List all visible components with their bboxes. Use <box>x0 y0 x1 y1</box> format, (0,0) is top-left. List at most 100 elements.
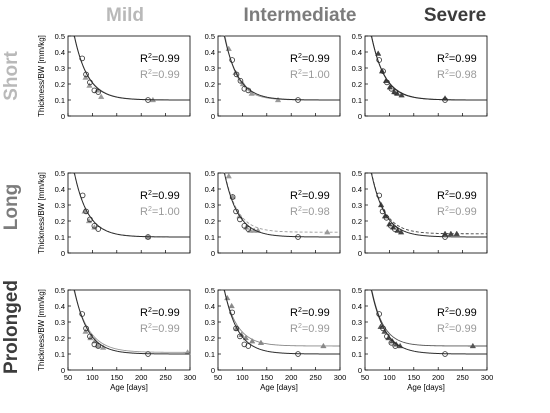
data-point-circle <box>229 309 235 316</box>
data-point-circle <box>91 223 98 229</box>
fit-curve-series-0 <box>370 289 487 355</box>
x-axis-label: Age [days] <box>407 383 445 392</box>
y-tick-label: 0.4 <box>352 48 362 57</box>
x-tick-label: 100 <box>383 373 396 382</box>
data-point-circle <box>391 226 398 232</box>
y-tick-label: 0 <box>358 112 362 121</box>
panel-2-0: 0 0.1 0.2 0.3 0.4 0.5 50 100 150 200 250 300 Thickne… <box>37 286 196 392</box>
fit-curve-series-0 <box>73 35 190 101</box>
x-tick-label: 250 <box>309 373 322 382</box>
y-tick-label: 0 <box>211 112 215 121</box>
panel-0-1: 0 0.1 0.2 0.3 0.4 0.5 R2=0.99 R2=1.00 <box>205 32 341 121</box>
y-tick-label: 0.3 <box>55 64 65 73</box>
panel-2-2: 0 0.1 0.2 0.3 0.4 0.5 50 100 150 200 250 300 Age [da… <box>352 286 494 392</box>
y-tick-label: 0.5 <box>205 32 215 41</box>
data-point-circle <box>379 208 386 215</box>
y-tick-label: 0 <box>358 249 362 258</box>
y-tick-label: 0.4 <box>205 48 215 57</box>
data-point-circle <box>376 311 382 317</box>
data-point-circle <box>376 192 382 199</box>
y-tick-label: 0.3 <box>205 201 215 210</box>
data-point-circle <box>237 216 243 223</box>
y-tick-label: 0.5 <box>352 286 362 295</box>
y-axis-label: Thickness/BW [mm/kg] <box>37 172 46 254</box>
x-tick-label: 300 <box>481 373 494 382</box>
data-point-circle <box>83 208 89 215</box>
x-tick-label: 150 <box>111 373 124 382</box>
x-tick-label: 50 <box>214 373 222 382</box>
y-tick-label: 0.1 <box>352 350 362 359</box>
data-point-triangle <box>324 229 331 235</box>
r2-label-series-0: R2=0.99 <box>140 307 180 319</box>
data-point-triangle <box>257 339 265 345</box>
y-tick-label: 0.2 <box>55 334 65 343</box>
data-point-circle <box>295 234 301 240</box>
y-tick-label: 0.3 <box>352 64 362 73</box>
r2-label-series-0: R2=0.99 <box>290 190 330 202</box>
data-point-circle <box>241 223 248 229</box>
data-point-circle <box>229 194 236 200</box>
panel-1-0: 0 0.1 0.2 0.3 0.4 0.5 Thickness/BW [mm/kg] R2=0… <box>37 169 191 258</box>
data-point-triangle <box>228 302 235 309</box>
r2-label-series-1: R2=0.98 <box>437 69 477 81</box>
x-tick-label: 200 <box>285 373 298 382</box>
data-point-circle <box>388 223 394 229</box>
fit-curve-series-0 <box>73 172 190 238</box>
y-tick-label: 0.2 <box>352 80 362 89</box>
r2-label-series-0: R2=0.99 <box>290 307 330 319</box>
r2-label-series-1: R2=0.98 <box>290 206 330 218</box>
axes-box <box>217 172 341 254</box>
fit-curve-series-1 <box>73 35 190 101</box>
axes-box <box>364 35 488 117</box>
data-point-circle <box>233 71 240 78</box>
y-tick-label: 0.3 <box>205 64 215 73</box>
y-tick-label: 0 <box>61 249 65 258</box>
r2-label-series-1: R2=0.99 <box>140 69 180 81</box>
x-tick-label: 250 <box>456 373 469 382</box>
fit-curve-series-1 <box>223 172 340 233</box>
fit-curve-series-0 <box>223 35 340 101</box>
y-tick-label: 0.1 <box>205 350 215 359</box>
x-axis-label: Age [days] <box>260 383 298 392</box>
x-tick-label: 50 <box>361 373 369 382</box>
data-point-triangle <box>469 342 476 349</box>
data-point-circle <box>95 343 102 349</box>
x-tick-label: 50 <box>64 373 72 382</box>
r2-label-series-1: R2=0.99 <box>140 323 180 335</box>
data-point-circle <box>442 97 448 103</box>
panel-2-1: 0 0.1 0.2 0.3 0.4 0.5 50 100 150 200 250 300 Age [da… <box>205 286 347 392</box>
panel-0-0: 0 0.1 0.2 0.3 0.4 0.5 Thickness/BW [mm/kg] R2=0… <box>37 32 191 121</box>
data-point-circle <box>95 89 102 95</box>
data-point-circle <box>380 325 386 332</box>
y-tick-label: 0.4 <box>205 302 215 311</box>
x-tick-label: 150 <box>408 373 421 382</box>
data-point-circle <box>79 55 85 62</box>
data-point-circle <box>229 57 235 63</box>
y-tick-label: 0.4 <box>55 185 65 194</box>
data-point-circle <box>442 234 448 240</box>
data-point-circle <box>380 68 386 74</box>
fit-curve-series-0 <box>223 172 340 238</box>
y-tick-label: 0.5 <box>55 286 65 295</box>
y-tick-label: 0.4 <box>205 185 215 194</box>
y-tick-label: 0.3 <box>352 201 362 210</box>
panel-1-2: 0 0.1 0.2 0.3 0.4 0.5 R2=0.99 R2=0.99 <box>352 169 488 258</box>
data-point-triangle <box>274 96 282 103</box>
y-tick-label: 0.2 <box>55 217 65 226</box>
y-tick-label: 0.4 <box>352 302 362 311</box>
data-point-circle <box>442 351 448 357</box>
fit-curve-series-1 <box>223 35 340 101</box>
column-title-severe: Severe <box>424 5 486 26</box>
data-point-triangle <box>320 342 327 349</box>
data-point-circle <box>392 343 399 349</box>
data-point-circle <box>233 325 239 332</box>
column-title-mild: Mild <box>106 5 144 26</box>
y-tick-label: 0 <box>211 366 215 375</box>
y-axis-label: Thickness/BW [mm/kg] <box>37 289 46 371</box>
fit-curve-series-1 <box>370 172 487 235</box>
y-tick-label: 0.2 <box>352 217 362 226</box>
y-tick-label: 0.1 <box>205 233 215 242</box>
fit-curve-series-1 <box>223 289 340 347</box>
y-tick-label: 0.1 <box>55 233 65 242</box>
data-point-circle <box>145 234 151 240</box>
